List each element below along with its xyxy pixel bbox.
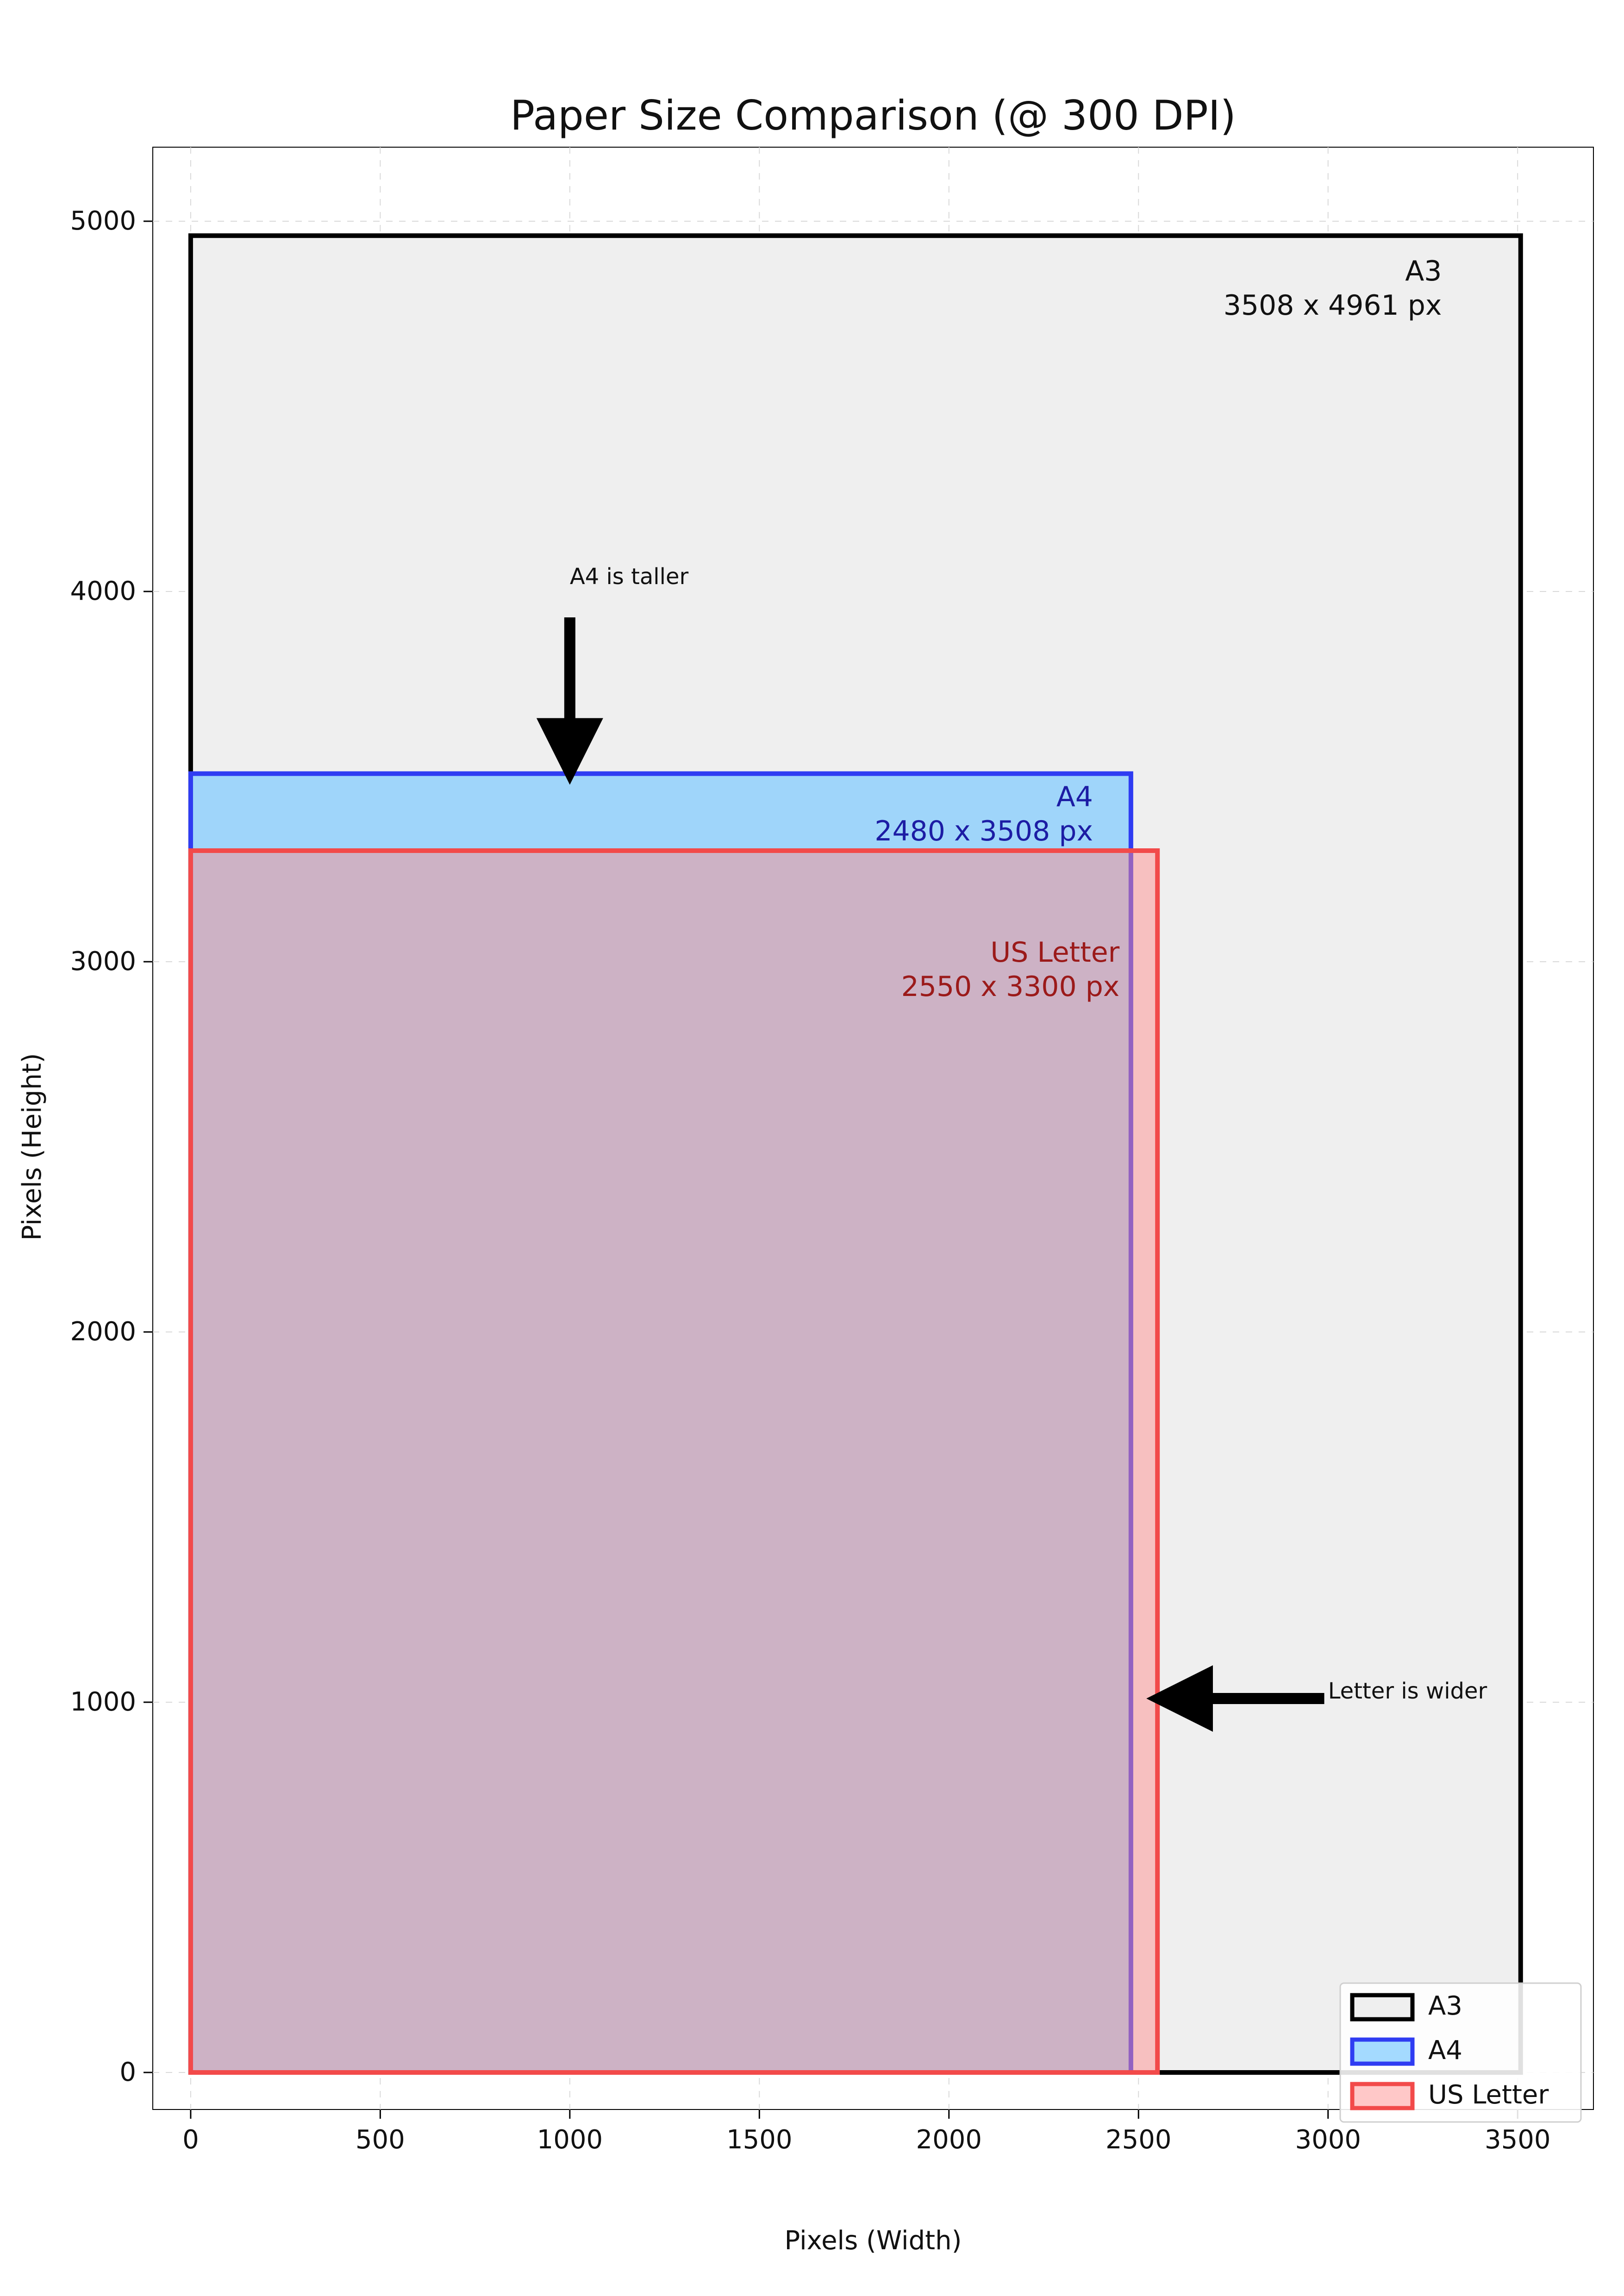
- x-tick-label-1500: 1500: [726, 2125, 793, 2155]
- label-a4-size: 2480 x 3508 px: [874, 815, 1093, 847]
- label-a3: A3 3508 x 4961 px: [1224, 255, 1442, 322]
- annotation-text-2: Letter is wider: [1328, 1678, 1487, 1704]
- x-tick-label-500: 500: [356, 2125, 405, 2155]
- y-axis: 0 1000 2000 3000 4000 5000: [70, 206, 153, 2087]
- chart-title: Paper Size Comparison (@ 300 DPI): [510, 92, 1236, 139]
- label-a3-size: 3508 x 4961 px: [1224, 289, 1442, 322]
- x-axis: 0 500 1000 1500 2000 2500 3000 3500: [182, 2109, 1550, 2155]
- legend-swatch-us-letter: [1350, 2082, 1415, 2110]
- plot-frame: [152, 147, 1594, 2110]
- x-tick-label-3500: 3500: [1485, 2125, 1551, 2155]
- annotations: A4 is taller Letter is wider: [536, 564, 1487, 1732]
- rect-a4: [188, 771, 1133, 2075]
- label-a4-title: A4: [1056, 781, 1093, 813]
- y-axis-title: Pixels (Height): [17, 1053, 47, 1240]
- x-tick-label-0: 0: [182, 2125, 199, 2155]
- legend-label-us-letter: US Letter: [1428, 2080, 1549, 2110]
- annotation-text-1: A4 is taller: [570, 564, 689, 590]
- legend-label-a4: A4: [1428, 2035, 1462, 2066]
- label-us-letter-size: 2550 x 3300 px: [901, 971, 1120, 1003]
- x-tick-label-3000: 3000: [1295, 2125, 1361, 2155]
- label-a4: A4 2480 x 3508 px: [874, 781, 1093, 847]
- rect-us-letter: [188, 848, 1160, 2075]
- legend-swatch-a3: [1350, 1993, 1415, 2022]
- x-axis-title: Pixels (Width): [785, 2226, 962, 2256]
- legend-label-a3: A3: [1428, 1991, 1462, 2021]
- y-tick-label-3000: 3000: [70, 946, 136, 977]
- paper-shapes: [188, 233, 1523, 2075]
- label-a3-title: A3: [1405, 255, 1442, 287]
- legend: A3 A4 US Letter: [1339, 1982, 1582, 2123]
- label-us-letter-title: US Letter: [990, 936, 1119, 969]
- x-tick-label-2500: 2500: [1106, 2125, 1172, 2155]
- y-tick-label-5000: 5000: [70, 206, 136, 236]
- label-us-letter: US Letter 2550 x 3300 px: [901, 936, 1120, 1003]
- legend-swatch-a4: [1350, 2037, 1415, 2066]
- y-tick-label-0: 0: [119, 2057, 136, 2087]
- paper-labels: A3 3508 x 4961 px A4 2480 x 3508 px US Lette…: [874, 255, 1442, 1003]
- x-tick-label-1000: 1000: [537, 2125, 603, 2155]
- x-tick-label-2000: 2000: [916, 2125, 982, 2155]
- y-tick-label-4000: 4000: [70, 576, 136, 606]
- y-tick-label-1000: 1000: [70, 1687, 136, 1717]
- y-tick-label-2000: 2000: [70, 1317, 136, 1347]
